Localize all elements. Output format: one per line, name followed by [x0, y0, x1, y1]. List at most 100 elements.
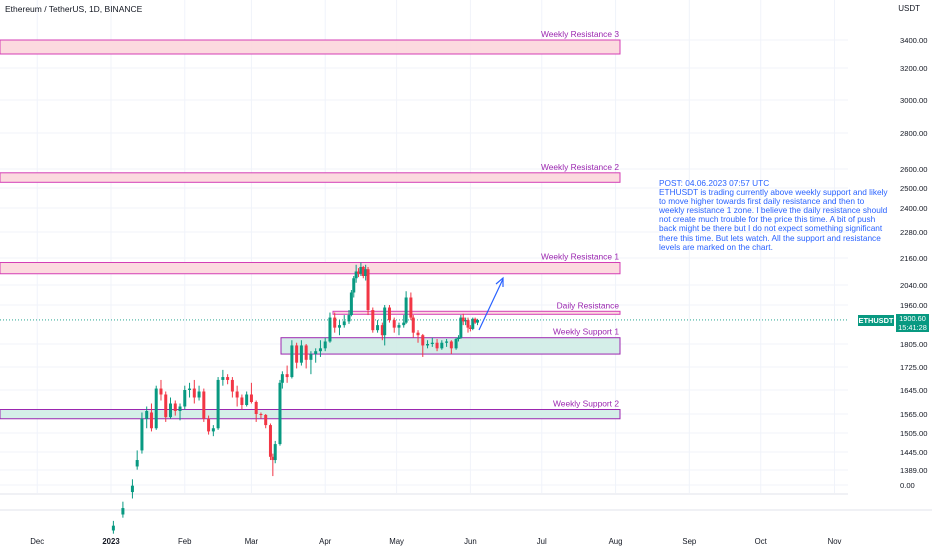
x-tick-label: Nov	[828, 537, 842, 546]
note-body: ETHUSDT is trading currently above weekl…	[659, 187, 888, 252]
candle-body	[173, 403, 177, 411]
candle-body	[380, 325, 384, 336]
y-tick-label: 1725.00	[900, 363, 927, 372]
candle-body	[268, 425, 272, 457]
candle-body	[476, 319, 480, 323]
candle-body	[259, 414, 263, 415]
zone-resistance-box	[0, 262, 621, 275]
x-tick-label: May	[389, 537, 404, 546]
zone-resistance-box	[0, 39, 621, 55]
x-tick-label: Apr	[319, 537, 332, 546]
candle-body	[245, 394, 249, 405]
candle-body	[183, 390, 187, 407]
candle-body	[290, 345, 294, 378]
zone-label: Daily Resistance	[557, 300, 620, 310]
candle-body	[309, 354, 313, 360]
candle-body	[240, 397, 244, 405]
candle-body	[145, 411, 149, 419]
candle-body	[164, 394, 168, 418]
y-tick-label: 1565.00	[900, 410, 927, 419]
candle-body	[364, 269, 368, 276]
zone-label: Weekly Support 2	[553, 399, 619, 409]
y-tick-label: 1645.00	[900, 386, 927, 395]
zone-support-box	[0, 409, 621, 420]
x-tick-label: Jun	[464, 537, 477, 546]
zone-label: Weekly Resistance 1	[541, 252, 619, 262]
last-price-value: 1900.60	[899, 314, 926, 323]
candle-body	[456, 337, 460, 339]
candle-body	[264, 414, 268, 426]
candle-body	[387, 307, 391, 321]
candle-body	[357, 271, 361, 274]
y-tick-label: 1445.00	[900, 448, 927, 457]
candle-body	[421, 335, 425, 346]
candle-body	[159, 388, 163, 395]
candle-body	[440, 342, 444, 349]
candle-body	[271, 456, 275, 461]
candle-body	[337, 325, 341, 328]
zone-label: Weekly Resistance 2	[541, 162, 619, 172]
candle-body	[230, 379, 234, 392]
zone-label: Weekly Resistance 3	[541, 29, 619, 39]
x-tick-label: Feb	[178, 537, 192, 546]
candle-body	[221, 377, 225, 380]
candle-body	[347, 315, 351, 322]
candle-body	[404, 297, 408, 323]
candle-body	[471, 318, 475, 329]
candle-body	[468, 327, 472, 329]
y-tick-label: 1960.00	[900, 301, 927, 310]
projection-arrow	[478, 278, 504, 331]
candle-body	[411, 317, 415, 333]
candle-body	[371, 310, 375, 331]
candle-body	[304, 345, 308, 360]
x-tick-label: Sep	[682, 537, 697, 546]
x-tick-label: Oct	[755, 537, 768, 546]
candle-body	[445, 341, 449, 343]
candle-body	[454, 338, 458, 349]
y-tick-label: 2160.00	[900, 254, 927, 263]
projection-arrowhead	[495, 276, 504, 287]
candle-body	[430, 342, 434, 344]
candle-body	[121, 508, 125, 515]
candle-body	[376, 325, 380, 331]
candle-body	[169, 403, 172, 418]
candle-body	[361, 267, 365, 276]
y-tick-label: 2800.00	[900, 129, 927, 138]
candle-body	[435, 342, 439, 349]
symbol-title: Ethereum / TetherUS, 1D, BINANCE	[5, 4, 143, 14]
candle-body	[149, 412, 153, 429]
candle-body	[461, 317, 465, 322]
candle-body	[197, 391, 201, 398]
candle-body	[349, 292, 353, 316]
candle-body	[202, 391, 206, 419]
candle-body	[154, 388, 158, 429]
candle-body	[328, 317, 332, 342]
y-tick-label: 2500.00	[900, 184, 927, 193]
y-tick-label: 0.00	[900, 481, 915, 490]
candle-body	[135, 460, 139, 467]
candle-body	[273, 444, 277, 461]
zone-label: Weekly Support 1	[553, 327, 619, 337]
candle-body	[280, 374, 284, 383]
candle-body	[235, 391, 239, 398]
note-title: POST: 04.06.2023 07:57 UTC	[659, 178, 770, 188]
x-tick-label: 2023	[102, 537, 120, 546]
last-price-badge: 1900.60 15:41:28	[896, 314, 929, 332]
y-tick-label: 1505.00	[900, 429, 927, 438]
y-tick-label: 3400.00	[900, 36, 927, 45]
candle-body	[226, 377, 230, 380]
y-tick-label: 2280.00	[900, 228, 927, 237]
candle-body	[254, 402, 258, 414]
candle-body	[449, 341, 453, 349]
candle-body	[192, 388, 196, 398]
analysis-note: POST: 04.06.2023 07:57 UTC ETHUSDT is tr…	[659, 178, 889, 252]
candle-body	[111, 525, 115, 531]
candle-body	[366, 269, 370, 311]
candle-body	[249, 394, 253, 402]
candle-body	[383, 307, 387, 336]
candle-body	[464, 320, 468, 322]
x-tick-label: Mar	[245, 537, 259, 546]
candle-body	[314, 351, 318, 355]
zone-resistance-box	[0, 172, 621, 183]
